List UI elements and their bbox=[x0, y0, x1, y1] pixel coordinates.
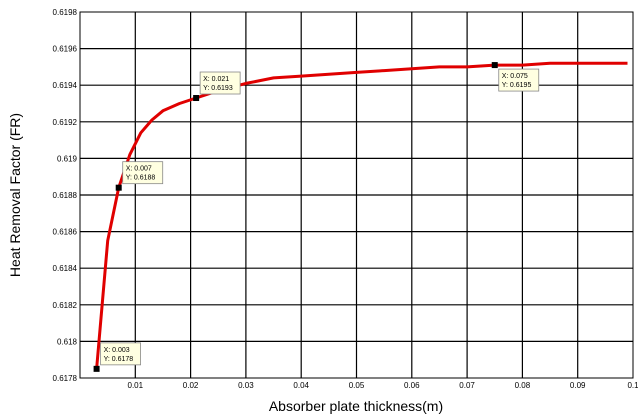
y-tick-label: 0.6186 bbox=[53, 228, 78, 237]
datatip: X: 0.075 Y: 0.6195 bbox=[491, 62, 540, 92]
datatip: X: 0.007 Y: 0.6188 bbox=[115, 161, 164, 191]
datatip-y-text: Y: 0.6188 bbox=[126, 175, 156, 182]
y-tick-label: 0.619 bbox=[57, 154, 78, 163]
x-axis-label: Absorber plate thickness(m) bbox=[269, 398, 443, 414]
x-tick-label: 0.09 bbox=[570, 381, 586, 390]
datatip-marker bbox=[115, 184, 122, 191]
datatip: X: 0.021 Y: 0.6193 bbox=[193, 71, 241, 102]
datatip-x-text: X: 0.007 bbox=[126, 166, 152, 173]
y-tick-label: 0.6192 bbox=[53, 118, 78, 127]
y-tick-label: 0.6184 bbox=[53, 264, 78, 273]
datatip-y-text: Y: 0.6193 bbox=[203, 85, 233, 92]
x-tick-label: 0.03 bbox=[238, 381, 254, 390]
x-tick-label: 0.02 bbox=[183, 381, 199, 390]
datatip-box bbox=[199, 71, 241, 95]
datatip-y-text: Y: 0.6178 bbox=[104, 356, 134, 363]
datatip-marker bbox=[193, 95, 200, 102]
x-tick-label: 0.06 bbox=[404, 381, 420, 390]
x-tick-label: 0.08 bbox=[515, 381, 531, 390]
x-tick-label: 0.04 bbox=[293, 381, 309, 390]
tick-labels: 0.01 0.02 0.03 0.04 0.05 0.06 0.07 0.08 0.09 0.1 0… bbox=[53, 8, 638, 390]
y-tick-label: 0.6182 bbox=[53, 301, 78, 310]
y-tick-label: 0.6196 bbox=[53, 45, 78, 54]
datatip-marker bbox=[93, 365, 100, 372]
datatip-box bbox=[122, 161, 164, 185]
datatip-x-text: X: 0.021 bbox=[203, 76, 229, 83]
y-tick-label: 0.6198 bbox=[53, 8, 78, 17]
datatip-x-text: X: 0.075 bbox=[502, 73, 528, 80]
plot-frame bbox=[79, 11, 634, 379]
y-tick-label: 0.6194 bbox=[53, 81, 78, 90]
x-tick-label: 0.01 bbox=[128, 381, 144, 390]
x-tick-label: 0.1 bbox=[627, 381, 638, 390]
datatip-box bbox=[100, 342, 141, 366]
series-line bbox=[95, 61, 628, 370]
y-tick-label: 0.618 bbox=[57, 337, 78, 346]
y-axis-label: Heat Removal Factor (FR) bbox=[7, 113, 23, 277]
datatip-box bbox=[498, 68, 540, 92]
datatip-marker bbox=[491, 62, 498, 69]
datatip: X: 0.003 Y: 0.6178 bbox=[93, 342, 141, 372]
y-tick-label: 0.6178 bbox=[53, 374, 78, 383]
y-tick-label: 0.6188 bbox=[53, 191, 78, 200]
x-tick-label: 0.07 bbox=[459, 381, 475, 390]
datatip-x-text: X: 0.003 bbox=[104, 347, 130, 354]
x-tick-label: 0.05 bbox=[349, 381, 365, 390]
datatip-y-text: Y: 0.6195 bbox=[502, 82, 532, 89]
